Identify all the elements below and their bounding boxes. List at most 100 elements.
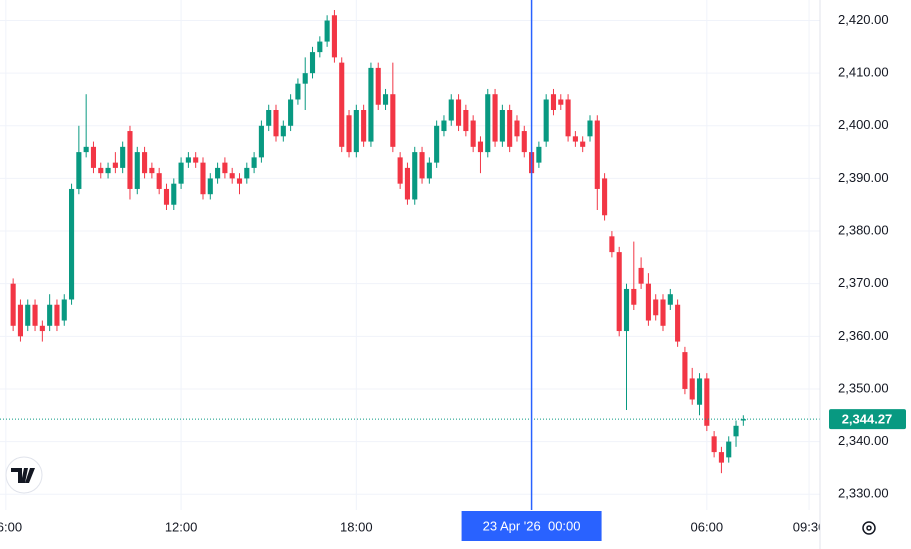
candle-body — [689, 378, 695, 400]
candle-body — [317, 41, 323, 53]
candle-body — [426, 162, 432, 179]
candle-body — [222, 162, 228, 174]
candle-body — [441, 120, 447, 132]
candle-body — [178, 162, 184, 184]
tv-logo — [5, 456, 43, 494]
y-tick-label: 2,350.00 — [838, 380, 889, 395]
candle-body — [215, 167, 221, 179]
x-tick-label: 18:00 — [340, 519, 373, 534]
y-tick-label: 2,420.00 — [838, 12, 889, 27]
candle-body — [156, 173, 162, 189]
candle-body — [594, 120, 600, 189]
candle-body — [302, 73, 308, 84]
candle-body — [638, 267, 644, 284]
candle-body — [390, 94, 396, 147]
candle-body — [404, 167, 410, 200]
candle-body — [580, 141, 586, 147]
candle-body — [251, 157, 257, 168]
candle-body — [536, 146, 542, 163]
candle-body — [295, 83, 301, 100]
candle-body — [69, 188, 75, 300]
candle-body — [39, 325, 45, 332]
candle-body — [726, 441, 732, 458]
candle-body — [331, 15, 337, 58]
candle-body — [543, 99, 549, 142]
candle-body — [54, 304, 60, 326]
candles — [0, 0, 820, 510]
axis-corner — [820, 510, 911, 549]
candle-body — [273, 110, 279, 137]
candle-body — [25, 304, 31, 326]
candle-body — [521, 131, 527, 153]
candle-body — [163, 188, 170, 205]
y-tick-label: 2,340.00 — [838, 433, 889, 448]
candle-body — [134, 152, 140, 189]
settings-button[interactable] — [862, 521, 876, 535]
candle-body — [32, 304, 38, 326]
candle-body — [565, 99, 571, 137]
candle-body — [47, 304, 53, 326]
candle-body — [477, 141, 484, 153]
crosshair-label: 23 Apr '26 00:00 — [483, 518, 581, 533]
candle-body — [280, 125, 286, 137]
candle-body — [514, 120, 520, 137]
candle-body — [112, 162, 118, 168]
candle-body — [572, 136, 578, 142]
candle-body — [339, 62, 345, 147]
last-price-label: 2,344.27 — [842, 412, 893, 427]
candle-body — [309, 52, 316, 74]
candle-body — [171, 183, 177, 205]
candle-body — [718, 452, 724, 463]
candle-body — [711, 436, 717, 453]
candle-body — [492, 94, 498, 142]
candle-body — [61, 299, 67, 321]
candle-body — [507, 110, 513, 147]
candle-body — [120, 146, 126, 168]
candle-body — [353, 110, 359, 153]
candle-body — [733, 425, 739, 437]
candle-body — [558, 99, 564, 105]
candle-body — [375, 67, 381, 105]
x-tick-label: 09:30 — [793, 519, 826, 534]
candle-body — [434, 125, 440, 163]
candle-body — [244, 167, 250, 179]
candle-body — [105, 167, 111, 174]
candle-body — [185, 157, 191, 163]
candle-body — [200, 162, 206, 195]
candle-body — [682, 352, 688, 389]
candle-body — [368, 67, 374, 142]
candle-body — [602, 178, 608, 216]
y-tick-label: 2,410.00 — [838, 65, 889, 80]
y-tick-label: 2,390.00 — [838, 170, 889, 185]
candle-body — [653, 299, 659, 316]
candle-body — [631, 288, 637, 305]
y-tick-label: 2,370.00 — [838, 275, 889, 290]
candle-body — [127, 131, 133, 189]
candle-body — [361, 110, 367, 142]
grid — [0, 0, 820, 510]
candle-body — [419, 152, 425, 179]
time-axis — [0, 510, 911, 549]
y-tick-label: 2,380.00 — [838, 222, 889, 237]
candle-body — [463, 110, 469, 132]
candle-body — [76, 152, 82, 189]
candle-body — [324, 20, 330, 42]
candle-body — [609, 236, 615, 253]
y-tick-label: 2,330.00 — [838, 486, 889, 501]
candle-body — [667, 294, 673, 305]
candle-body — [346, 115, 352, 153]
candle-body — [675, 304, 681, 342]
candle-body — [660, 299, 666, 326]
candle-body — [616, 252, 622, 332]
candle-body — [90, 146, 97, 168]
price-axis — [820, 0, 911, 549]
y-tick-label: 2,360.00 — [838, 328, 889, 343]
crosshair-box — [461, 511, 602, 541]
candle-body — [229, 173, 235, 179]
candle-body — [499, 110, 505, 142]
candle-body — [149, 167, 155, 174]
candle-body — [550, 94, 557, 110]
candle-body — [448, 99, 454, 121]
